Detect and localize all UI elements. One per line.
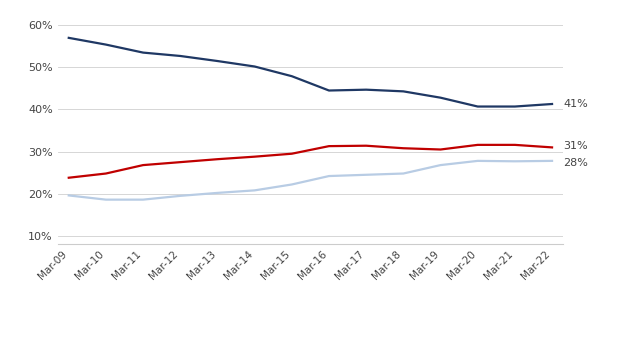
Vodafone bbox=[436, 147, 444, 151]
Vodafone bbox=[362, 144, 370, 148]
Turkcell bbox=[474, 104, 481, 109]
Türk Telekom bbox=[399, 171, 407, 176]
Vodafone bbox=[474, 143, 481, 147]
Türk Telekom bbox=[102, 198, 110, 202]
Turkcell bbox=[362, 88, 370, 92]
Turkcell bbox=[102, 43, 110, 47]
Turkcell bbox=[288, 74, 296, 78]
Turkcell bbox=[399, 89, 407, 94]
Vodafone bbox=[548, 145, 556, 149]
Türk Telekom bbox=[251, 188, 259, 192]
Turkcell bbox=[177, 54, 184, 58]
Line: Türk Telekom: Türk Telekom bbox=[68, 161, 552, 200]
Turkcell bbox=[511, 104, 518, 109]
Turkcell bbox=[214, 59, 221, 63]
Türk Telekom bbox=[362, 173, 370, 177]
Turkcell bbox=[325, 88, 333, 92]
Turkcell bbox=[65, 36, 72, 40]
Vodafone bbox=[399, 146, 407, 150]
Text: 31%: 31% bbox=[563, 141, 588, 151]
Türk Telekom bbox=[177, 194, 184, 198]
Turkcell bbox=[548, 102, 556, 106]
Türk Telekom bbox=[65, 193, 72, 198]
Vodafone bbox=[65, 176, 72, 180]
Türk Telekom bbox=[548, 159, 556, 163]
Türk Telekom bbox=[140, 198, 147, 202]
Türk Telekom bbox=[474, 159, 481, 163]
Turkcell bbox=[436, 96, 444, 100]
Vodafone bbox=[325, 144, 333, 148]
Vodafone bbox=[177, 160, 184, 164]
Vodafone bbox=[102, 171, 110, 176]
Turkcell bbox=[140, 51, 147, 55]
Vodafone bbox=[251, 155, 259, 159]
Line: Turkcell: Turkcell bbox=[68, 38, 552, 106]
Vodafone bbox=[140, 163, 147, 167]
Türk Telekom bbox=[511, 159, 518, 163]
Türk Telekom bbox=[325, 174, 333, 178]
Turkcell bbox=[251, 65, 259, 69]
Türk Telekom bbox=[288, 183, 296, 187]
Vodafone bbox=[511, 143, 518, 147]
Türk Telekom bbox=[436, 163, 444, 167]
Vodafone bbox=[288, 151, 296, 156]
Text: 41%: 41% bbox=[563, 99, 588, 109]
Vodafone bbox=[214, 157, 221, 161]
Türk Telekom bbox=[214, 191, 221, 195]
Line: Vodafone: Vodafone bbox=[68, 145, 552, 178]
Text: 28%: 28% bbox=[563, 157, 588, 168]
